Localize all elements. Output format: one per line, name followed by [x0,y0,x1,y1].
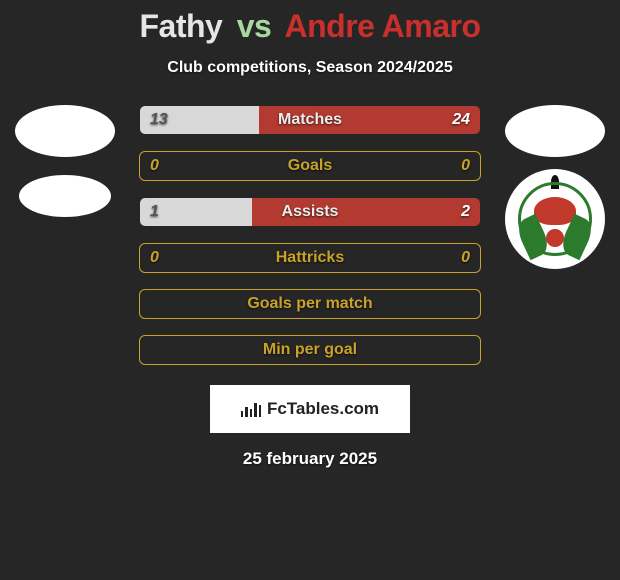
player1-side [10,105,120,217]
stat-value-right: 2 [461,203,470,221]
player2-avatar [505,105,605,157]
player1-name: Fathy [139,8,222,44]
stats-list: 13 24 Matches 0 0 Goals 1 2 Assists 0 0 Hattricks Go… [139,105,481,381]
player1-club-logo [19,175,111,217]
stat-value-left: 13 [150,111,168,129]
stat-label: Goals [288,157,332,175]
brand-label: FcTables.com [267,399,379,419]
player2-side [500,105,610,269]
date-label: 25 february 2025 [0,449,620,469]
subtitle: Club competitions, Season 2024/2025 [0,59,620,77]
player2-name: Andre Amaro [285,8,481,44]
stat-value-right: 0 [461,157,470,175]
stat-row: Goals per match [139,289,481,319]
stat-label: Hattricks [276,249,344,267]
comparison-card: Fathy vs Andre Amaro Club competitions, … [0,0,620,469]
vs-separator: vs [237,8,272,44]
player2-club-logo [505,169,605,269]
stat-row: 1 2 Assists [139,197,481,227]
player1-avatar [15,105,115,157]
stat-row: Min per goal [139,335,481,365]
stat-value-left: 0 [150,249,159,267]
stat-row: 0 0 Goals [139,151,481,181]
stat-value-left: 0 [150,157,159,175]
stat-label: Min per goal [263,341,357,359]
stat-row: 13 24 Matches [139,105,481,135]
stat-row: 0 0 Hattricks [139,243,481,273]
stats-layout: 13 24 Matches 0 0 Goals 1 2 Assists 0 0 Hattricks Go… [0,105,620,381]
stat-value-right: 0 [461,249,470,267]
page-title: Fathy vs Andre Amaro [0,8,620,45]
brand-watermark: FcTables.com [210,385,410,433]
stat-label: Goals per match [247,295,372,313]
stat-value-right: 24 [452,111,470,129]
stat-label: Matches [278,111,342,129]
stat-value-left: 1 [150,203,159,221]
stat-label: Assists [282,203,339,221]
bar-chart-icon [241,401,261,417]
